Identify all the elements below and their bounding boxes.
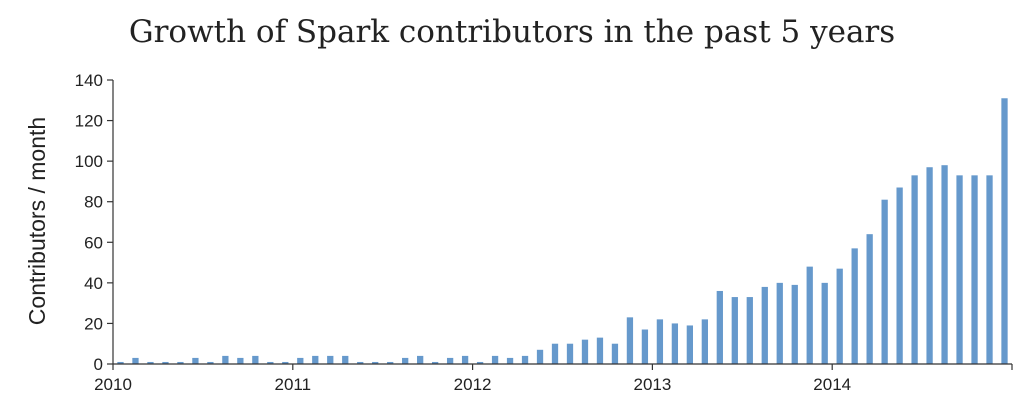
bar <box>536 349 544 364</box>
x-tick-label: 2013 <box>633 375 671 394</box>
bar <box>222 355 229 364</box>
bar <box>387 361 394 364</box>
y-tick-label: 20 <box>84 314 103 333</box>
bar <box>941 165 948 364</box>
bar <box>641 329 649 364</box>
bar <box>461 355 469 364</box>
y-tick-label: 40 <box>84 274 103 293</box>
bar <box>566 343 574 364</box>
x-tick-label: 2014 <box>813 375 851 394</box>
bar <box>911 175 918 364</box>
bar <box>821 282 828 364</box>
bar <box>791 284 798 364</box>
bar <box>147 361 154 364</box>
y-tick-label: 120 <box>75 112 103 131</box>
bar <box>237 357 244 364</box>
y-tick-label: 140 <box>75 71 103 90</box>
bar <box>671 323 679 364</box>
bar <box>746 297 753 364</box>
bar <box>342 355 349 364</box>
bar <box>177 361 184 364</box>
bar <box>402 357 409 364</box>
bar <box>1001 98 1008 364</box>
x-axis: 2010 2011 2012 2013 2014 <box>94 364 1013 394</box>
bar <box>596 337 604 364</box>
y-axis-title-group: Contributors / month <box>24 117 50 325</box>
bar <box>896 187 903 364</box>
y-tick-label: 100 <box>75 152 103 171</box>
bar <box>476 361 484 364</box>
bar <box>297 357 304 364</box>
bar <box>327 355 334 364</box>
bar <box>971 175 978 364</box>
bar <box>551 343 559 364</box>
y-axis-title: Contributors / month <box>24 117 50 325</box>
bar <box>117 361 124 364</box>
bar <box>626 317 634 364</box>
bar <box>701 319 708 364</box>
x-tick-label: 2011 <box>275 375 312 394</box>
bar <box>491 355 499 364</box>
bar <box>776 282 783 364</box>
bar <box>581 339 589 364</box>
bar <box>686 325 693 364</box>
bar <box>836 268 843 364</box>
bar <box>866 234 873 364</box>
x-tick-label: 2012 <box>454 375 492 394</box>
bar <box>881 199 888 364</box>
bar <box>312 355 319 364</box>
bar-series <box>117 98 1008 364</box>
y-tick-label: 80 <box>84 193 103 212</box>
chart-title: Growth of Spark contributors in the past… <box>128 14 896 50</box>
bar <box>521 355 529 364</box>
bar <box>207 361 214 364</box>
bar <box>716 290 723 364</box>
bar <box>446 357 454 364</box>
y-tick-label: 60 <box>84 233 103 252</box>
bar <box>851 248 858 364</box>
bar <box>506 357 514 364</box>
bar <box>432 361 439 364</box>
bar <box>986 175 993 364</box>
bar <box>357 361 364 364</box>
bar <box>956 175 963 364</box>
x-tick-label: 2010 <box>94 375 132 394</box>
bar <box>731 297 738 364</box>
y-axis: 0 20 40 60 80 100 120 140 <box>75 71 113 374</box>
bar <box>192 357 199 364</box>
bar <box>417 355 424 364</box>
bar <box>267 361 274 364</box>
bar <box>132 357 139 364</box>
bar <box>372 361 379 364</box>
bar <box>252 355 259 364</box>
bar <box>656 319 664 364</box>
bar <box>611 343 619 364</box>
y-tick-label: 0 <box>94 355 103 374</box>
bar <box>761 286 768 364</box>
bar <box>806 266 813 364</box>
bar <box>162 361 169 364</box>
bar <box>926 167 933 364</box>
bar <box>282 361 289 364</box>
